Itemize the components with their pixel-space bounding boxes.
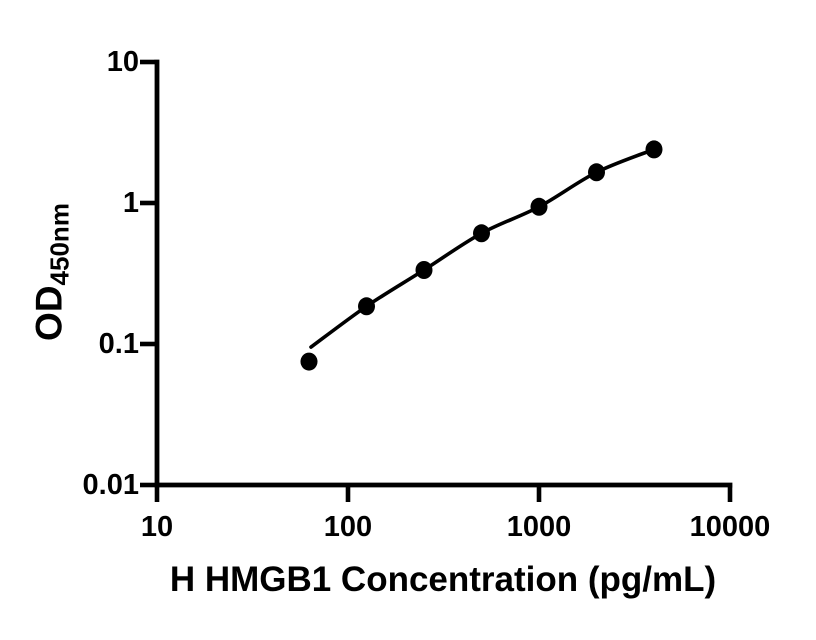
data-point-marker [415,261,433,279]
y-tick-label: 10 [106,46,139,78]
data-point-marker [588,163,605,182]
data-point-marker [530,197,548,216]
x-tick-label: 100 [323,511,373,543]
y-tick-label: 1 [122,187,139,219]
x-axis-title: H HMGB1 Concentration (pg/mL) [169,560,717,599]
y-axis-title: OD450nm [29,203,75,341]
y-tick-label: 0.1 [98,328,139,360]
data-point-marker [358,297,375,316]
x-tick-label: 10 [140,511,174,543]
fit-curve [309,147,656,349]
data-point-marker [473,224,490,243]
x-tick-label: 1000 [506,511,572,543]
x-tick-label: 10000 [689,511,771,543]
data-point-marker [645,140,663,159]
data-point-marker [300,352,318,371]
y-tick-label: 0.01 [82,469,139,501]
